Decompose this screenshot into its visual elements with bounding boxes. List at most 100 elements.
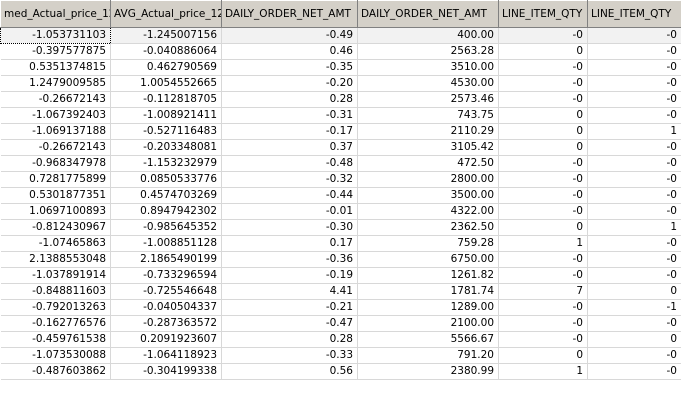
table-cell[interactable]: 0.4574703269 — [110, 187, 222, 204]
table-cell[interactable]: -0.968347978 — [0, 155, 111, 172]
table-cell[interactable]: 1781.74 — [357, 283, 499, 300]
table-row[interactable]: -0.26672143 -0.203348081 0.37 3105.42 0 -0 — [0, 139, 681, 156]
table-cell[interactable]: 0 — [498, 139, 588, 156]
table-cell[interactable]: -0.848811603 — [0, 283, 111, 300]
table-cell[interactable]: -0.44 — [221, 187, 358, 204]
table-cell[interactable]: -0.459761538 — [0, 331, 111, 348]
table-cell[interactable]: -0 — [498, 203, 588, 220]
table-cell[interactable]: 0.17 — [221, 235, 358, 252]
table-cell[interactable]: -0 — [587, 155, 681, 172]
table-cell[interactable]: 4.41 — [221, 283, 358, 300]
table-cell[interactable]: 0.7281775899 — [0, 171, 111, 188]
table-cell[interactable]: -0 — [498, 315, 588, 332]
table-cell[interactable]: -0 — [498, 299, 588, 316]
table-row[interactable]: -1.07465863 -1.008851128 0.17 759.28 1 -0 — [0, 235, 681, 252]
table-cell[interactable]: 791.20 — [357, 347, 499, 364]
table-cell[interactable]: -1.008851128 — [110, 235, 222, 252]
table-cell[interactable]: 1289.00 — [357, 299, 499, 316]
table-row[interactable]: -0.968347978 -1.153232979 -0.48 472.50 -0 -0 — [0, 155, 681, 172]
table-cell[interactable]: -0 — [587, 203, 681, 220]
table-cell[interactable]: -1.064118923 — [110, 347, 222, 364]
table-cell[interactable]: -0.287363572 — [110, 315, 222, 332]
table-cell[interactable]: -0 — [587, 171, 681, 188]
table-cell[interactable]: 2.1865490199 — [110, 251, 222, 268]
table-cell[interactable]: 0 — [498, 123, 588, 140]
table-cell[interactable]: -0 — [587, 235, 681, 252]
table-row[interactable]: 0.5301877351 0.4574703269 -0.44 3500.00 -0 -0 — [0, 187, 681, 204]
table-cell[interactable]: 1.2479009585 — [0, 75, 111, 92]
table-cell[interactable]: -1.053731103 — [0, 27, 111, 44]
table-cell[interactable]: 1.0697100893 — [0, 203, 111, 220]
table-cell[interactable]: -0.112818705 — [110, 91, 222, 108]
table-cell[interactable]: -0 — [587, 43, 681, 60]
table-cell[interactable]: 2573.46 — [357, 91, 499, 108]
table-cell[interactable]: -0 — [498, 251, 588, 268]
column-header[interactable]: DAILY_ORDER_NET_AMT — [357, 0, 499, 28]
table-row[interactable]: 0.5351374815 0.462790569 -0.35 3510.00 -0 -0 — [0, 59, 681, 76]
table-cell[interactable]: 0.0850533776 — [110, 171, 222, 188]
table-cell[interactable]: 4322.00 — [357, 203, 499, 220]
table-cell[interactable]: 1 — [498, 235, 588, 252]
table-cell[interactable]: 0.5351374815 — [0, 59, 111, 76]
table-cell[interactable]: 0.8947942302 — [110, 203, 222, 220]
table-cell[interactable]: 472.50 — [357, 155, 499, 172]
table-cell[interactable]: -1.245007156 — [110, 27, 222, 44]
table-cell[interactable]: -0 — [498, 75, 588, 92]
table-cell[interactable]: 7 — [498, 283, 588, 300]
table-cell[interactable]: 400.00 — [357, 27, 499, 44]
column-header[interactable]: LINE_ITEM_QTY — [587, 0, 681, 28]
table-cell[interactable]: -0 — [498, 331, 588, 348]
table-cell[interactable]: -0.35 — [221, 59, 358, 76]
table-cell[interactable]: -0 — [498, 59, 588, 76]
column-header[interactable]: DAILY_ORDER_NET_AMT — [221, 0, 358, 28]
table-cell[interactable]: -0.985645352 — [110, 219, 222, 236]
table-row[interactable]: 2.1388553048 2.1865490199 -0.36 6750.00 -0 -0 — [0, 251, 681, 268]
table-cell[interactable]: -0.162776576 — [0, 315, 111, 332]
table-cell[interactable]: -0 — [587, 75, 681, 92]
table-cell[interactable]: -0.26672143 — [0, 91, 111, 108]
table-cell[interactable]: -0.48 — [221, 155, 358, 172]
table-cell[interactable]: -0.20 — [221, 75, 358, 92]
table-cell[interactable]: -0.47 — [221, 315, 358, 332]
table-cell[interactable]: -0.36 — [221, 251, 358, 268]
table-row[interactable]: -0.487603862 -0.304199338 0.56 2380.99 1 -0 — [0, 363, 681, 380]
table-cell[interactable]: 0.56 — [221, 363, 358, 380]
table-cell[interactable]: 0 — [587, 331, 681, 348]
table-cell[interactable]: -0 — [587, 59, 681, 76]
table-cell[interactable]: 0.28 — [221, 91, 358, 108]
table-cell[interactable]: 0.2091923607 — [110, 331, 222, 348]
table-cell[interactable]: -0 — [587, 187, 681, 204]
table-row[interactable]: -1.073530088 -1.064118923 -0.33 791.20 0 -0 — [0, 347, 681, 364]
table-cell[interactable]: 759.28 — [357, 235, 499, 252]
table-cell[interactable]: 0 — [587, 283, 681, 300]
table-cell[interactable]: -0.203348081 — [110, 139, 222, 156]
table-row[interactable]: -0.26672143 -0.112818705 0.28 2573.46 -0 -0 — [0, 91, 681, 108]
table-row[interactable]: -0.848811603 -0.725546648 4.41 1781.74 7 0 — [0, 283, 681, 300]
table-cell[interactable]: -1.073530088 — [0, 347, 111, 364]
table-cell[interactable]: -0.17 — [221, 123, 358, 140]
table-cell[interactable]: 1 — [587, 219, 681, 236]
table-cell[interactable]: 1 — [587, 123, 681, 140]
table-cell[interactable]: -1.069137188 — [0, 123, 111, 140]
table-cell[interactable]: 2110.29 — [357, 123, 499, 140]
table-cell[interactable]: -1.067392403 — [0, 107, 111, 124]
table-cell[interactable]: 3500.00 — [357, 187, 499, 204]
table-row[interactable]: -0.162776576 -0.287363572 -0.47 2100.00 -0 -0 — [0, 315, 681, 332]
table-row[interactable]: 0.7281775899 0.0850533776 -0.32 2800.00 -0 -0 — [0, 171, 681, 188]
table-cell[interactable]: -0 — [587, 347, 681, 364]
table-row[interactable]: -1.067392403 -1.008921411 -0.31 743.75 0 -0 — [0, 107, 681, 124]
table-cell[interactable]: -1.037891914 — [0, 267, 111, 284]
table-cell[interactable]: -0.487603862 — [0, 363, 111, 380]
table-cell[interactable]: -0.26672143 — [0, 139, 111, 156]
table-row[interactable]: -1.053731103 -1.245007156 -0.49 400.00 -0 -0 — [0, 27, 681, 44]
table-cell[interactable]: 0 — [498, 43, 588, 60]
table-row[interactable]: -1.037891914 -0.733296594 -0.19 1261.82 -0 -0 — [0, 267, 681, 284]
table-cell[interactable]: 0 — [498, 219, 588, 236]
table-row[interactable]: -0.397577875 -0.040886064 0.46 2563.28 0 -0 — [0, 43, 681, 60]
table-cell[interactable]: 2.1388553048 — [0, 251, 111, 268]
table-cell[interactable]: 0.46 — [221, 43, 358, 60]
table-cell[interactable]: 0.462790569 — [110, 59, 222, 76]
table-cell[interactable]: 0 — [498, 107, 588, 124]
table-cell[interactable]: 1261.82 — [357, 267, 499, 284]
table-cell[interactable]: -0.304199338 — [110, 363, 222, 380]
